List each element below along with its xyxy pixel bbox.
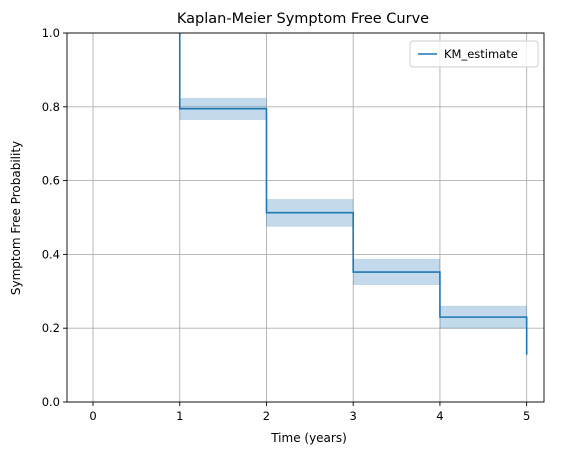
x-axis-label: Time (years) [270, 431, 347, 445]
legend-label: KM_estimate [444, 47, 518, 61]
km-estimate-line [178, 33, 528, 355]
y-tick-label: 0.0 [42, 395, 60, 409]
x-axis-ticks: 0 1 2 3 4 5 [89, 402, 530, 423]
x-tick-label: 5 [523, 409, 530, 423]
y-tick-label: 0.2 [42, 321, 60, 335]
y-tick-label: 0.4 [42, 247, 60, 261]
plot-frame [66, 32, 545, 403]
y-tick-label: 1.0 [42, 26, 60, 40]
y-axis-label: Symptom Free Probability [9, 141, 23, 295]
chart-title: Kaplan-Meier Symptom Free Curve [177, 11, 429, 27]
legend-box [409, 40, 539, 68]
x-tick-label: 0 [89, 409, 96, 423]
plot-background [67, 33, 544, 402]
km-step-line [178, 33, 528, 355]
x-tick-label: 3 [350, 409, 357, 423]
y-axis-ticks: 0.0 0.2 0.4 0.6 0.8 1.0 [42, 26, 67, 409]
grid [67, 32, 544, 403]
x-tick-label: 2 [263, 409, 270, 423]
x-tick-label: 1 [176, 409, 183, 423]
y-tick-label: 0.6 [42, 174, 60, 188]
y-tick-label: 0.8 [42, 100, 60, 114]
legend: KM_estimate [409, 40, 539, 68]
x-tick-label: 4 [436, 409, 443, 423]
